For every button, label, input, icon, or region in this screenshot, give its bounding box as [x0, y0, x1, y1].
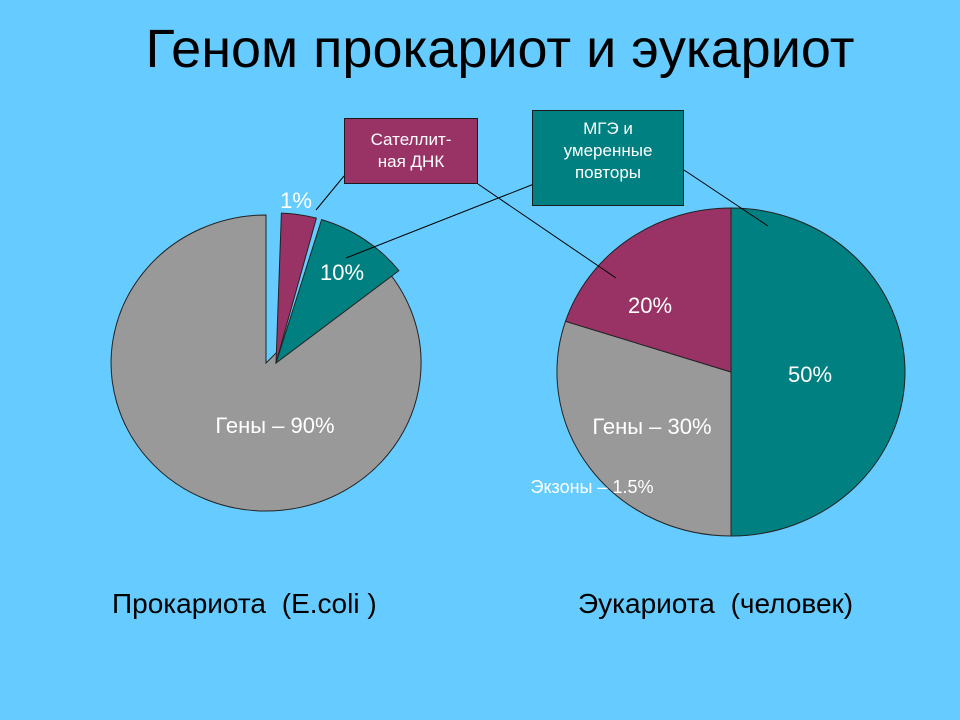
- pie-chart-eukaryote: [556, 207, 906, 537]
- label-left-satellite: 1%: [280, 188, 312, 213]
- pie-chart-prokaryote: [110, 212, 422, 512]
- caption-eukaryote-name: Эукариота: [578, 588, 715, 619]
- satellite-dna-callout: Сателлит- ная ДНК: [344, 118, 478, 184]
- mge-callout-text: МГЭ и умеренные повторы: [563, 119, 653, 182]
- label-left-genes: Гены – 90%: [215, 413, 334, 438]
- slice-labels: 1% 10% Гены – 90% 50% 20% Гены – 30% Экзоны – …: [215, 188, 832, 497]
- leader-mge-right: [683, 169, 769, 227]
- caption-eukaryote: Эукариота (человек): [578, 588, 853, 620]
- leader-satellite-left: [315, 175, 345, 211]
- leader-lines: [315, 169, 769, 279]
- leader-mge-left: [345, 183, 535, 259]
- label-left-mge: 10%: [320, 260, 364, 285]
- mge-callout: МГЭ и умеренные повторы: [532, 110, 684, 206]
- label-right-genes: Гены – 30%: [592, 414, 711, 439]
- caption-prokaryote: Прокариота (E.coli ): [112, 588, 377, 620]
- pie-slice-mge: [730, 207, 906, 537]
- label-right-mge: 50%: [788, 362, 832, 387]
- pie-slice-genes: [556, 320, 732, 537]
- caption-prokaryote-name: Прокариота: [112, 588, 266, 619]
- caption-prokaryote-species: (E.coli ): [281, 588, 377, 619]
- pie-slice-satellite: [564, 207, 732, 373]
- label-right-satellite: 20%: [628, 293, 672, 318]
- satellite-dna-callout-text: Сателлит- ная ДНК: [370, 130, 452, 171]
- label-right-exons: Экзоны – 1.5%: [531, 477, 654, 497]
- leader-satellite-right: [477, 183, 617, 279]
- pie-slice-satellite: [275, 212, 318, 364]
- page-title: Геном прокариот и эукариот: [145, 19, 855, 79]
- pie-slice-mge: [275, 218, 400, 365]
- caption-eukaryote-species: (человек): [730, 588, 854, 619]
